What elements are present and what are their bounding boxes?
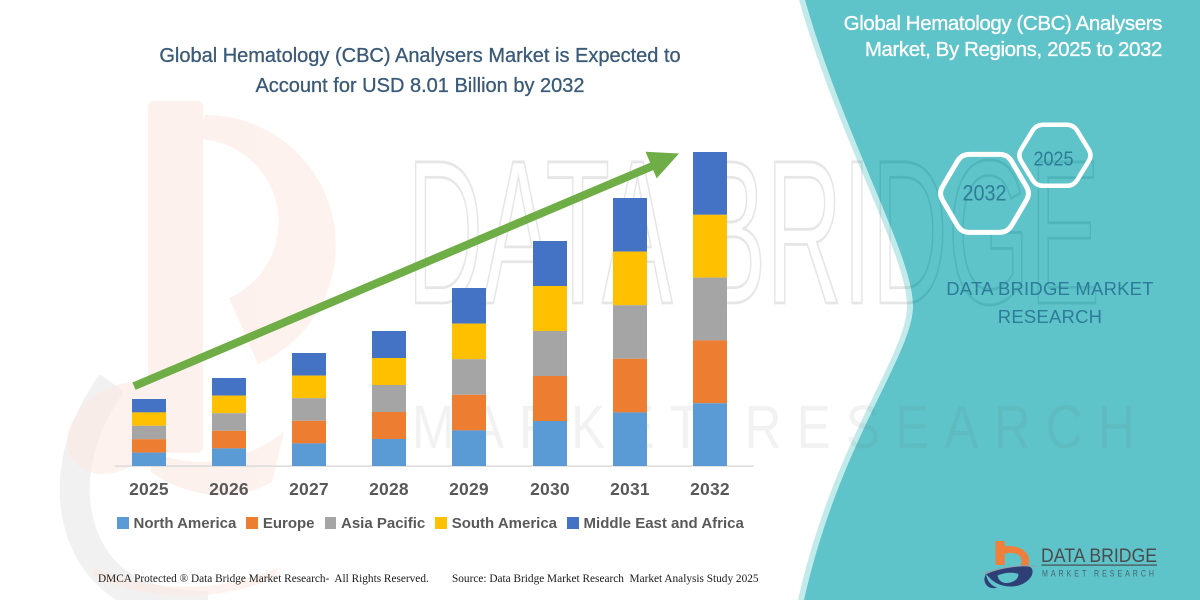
svg-text:2032: 2032 <box>962 181 1006 205</box>
svg-text:MARKET RESEARCH: MARKET RESEARCH <box>412 393 1150 461</box>
svg-text:MARKET RESEARCH: MARKET RESEARCH <box>1042 569 1157 580</box>
svg-text:DATA BRIDGE: DATA BRIDGE <box>1041 545 1157 567</box>
svg-text:2025: 2025 <box>1033 148 1073 170</box>
